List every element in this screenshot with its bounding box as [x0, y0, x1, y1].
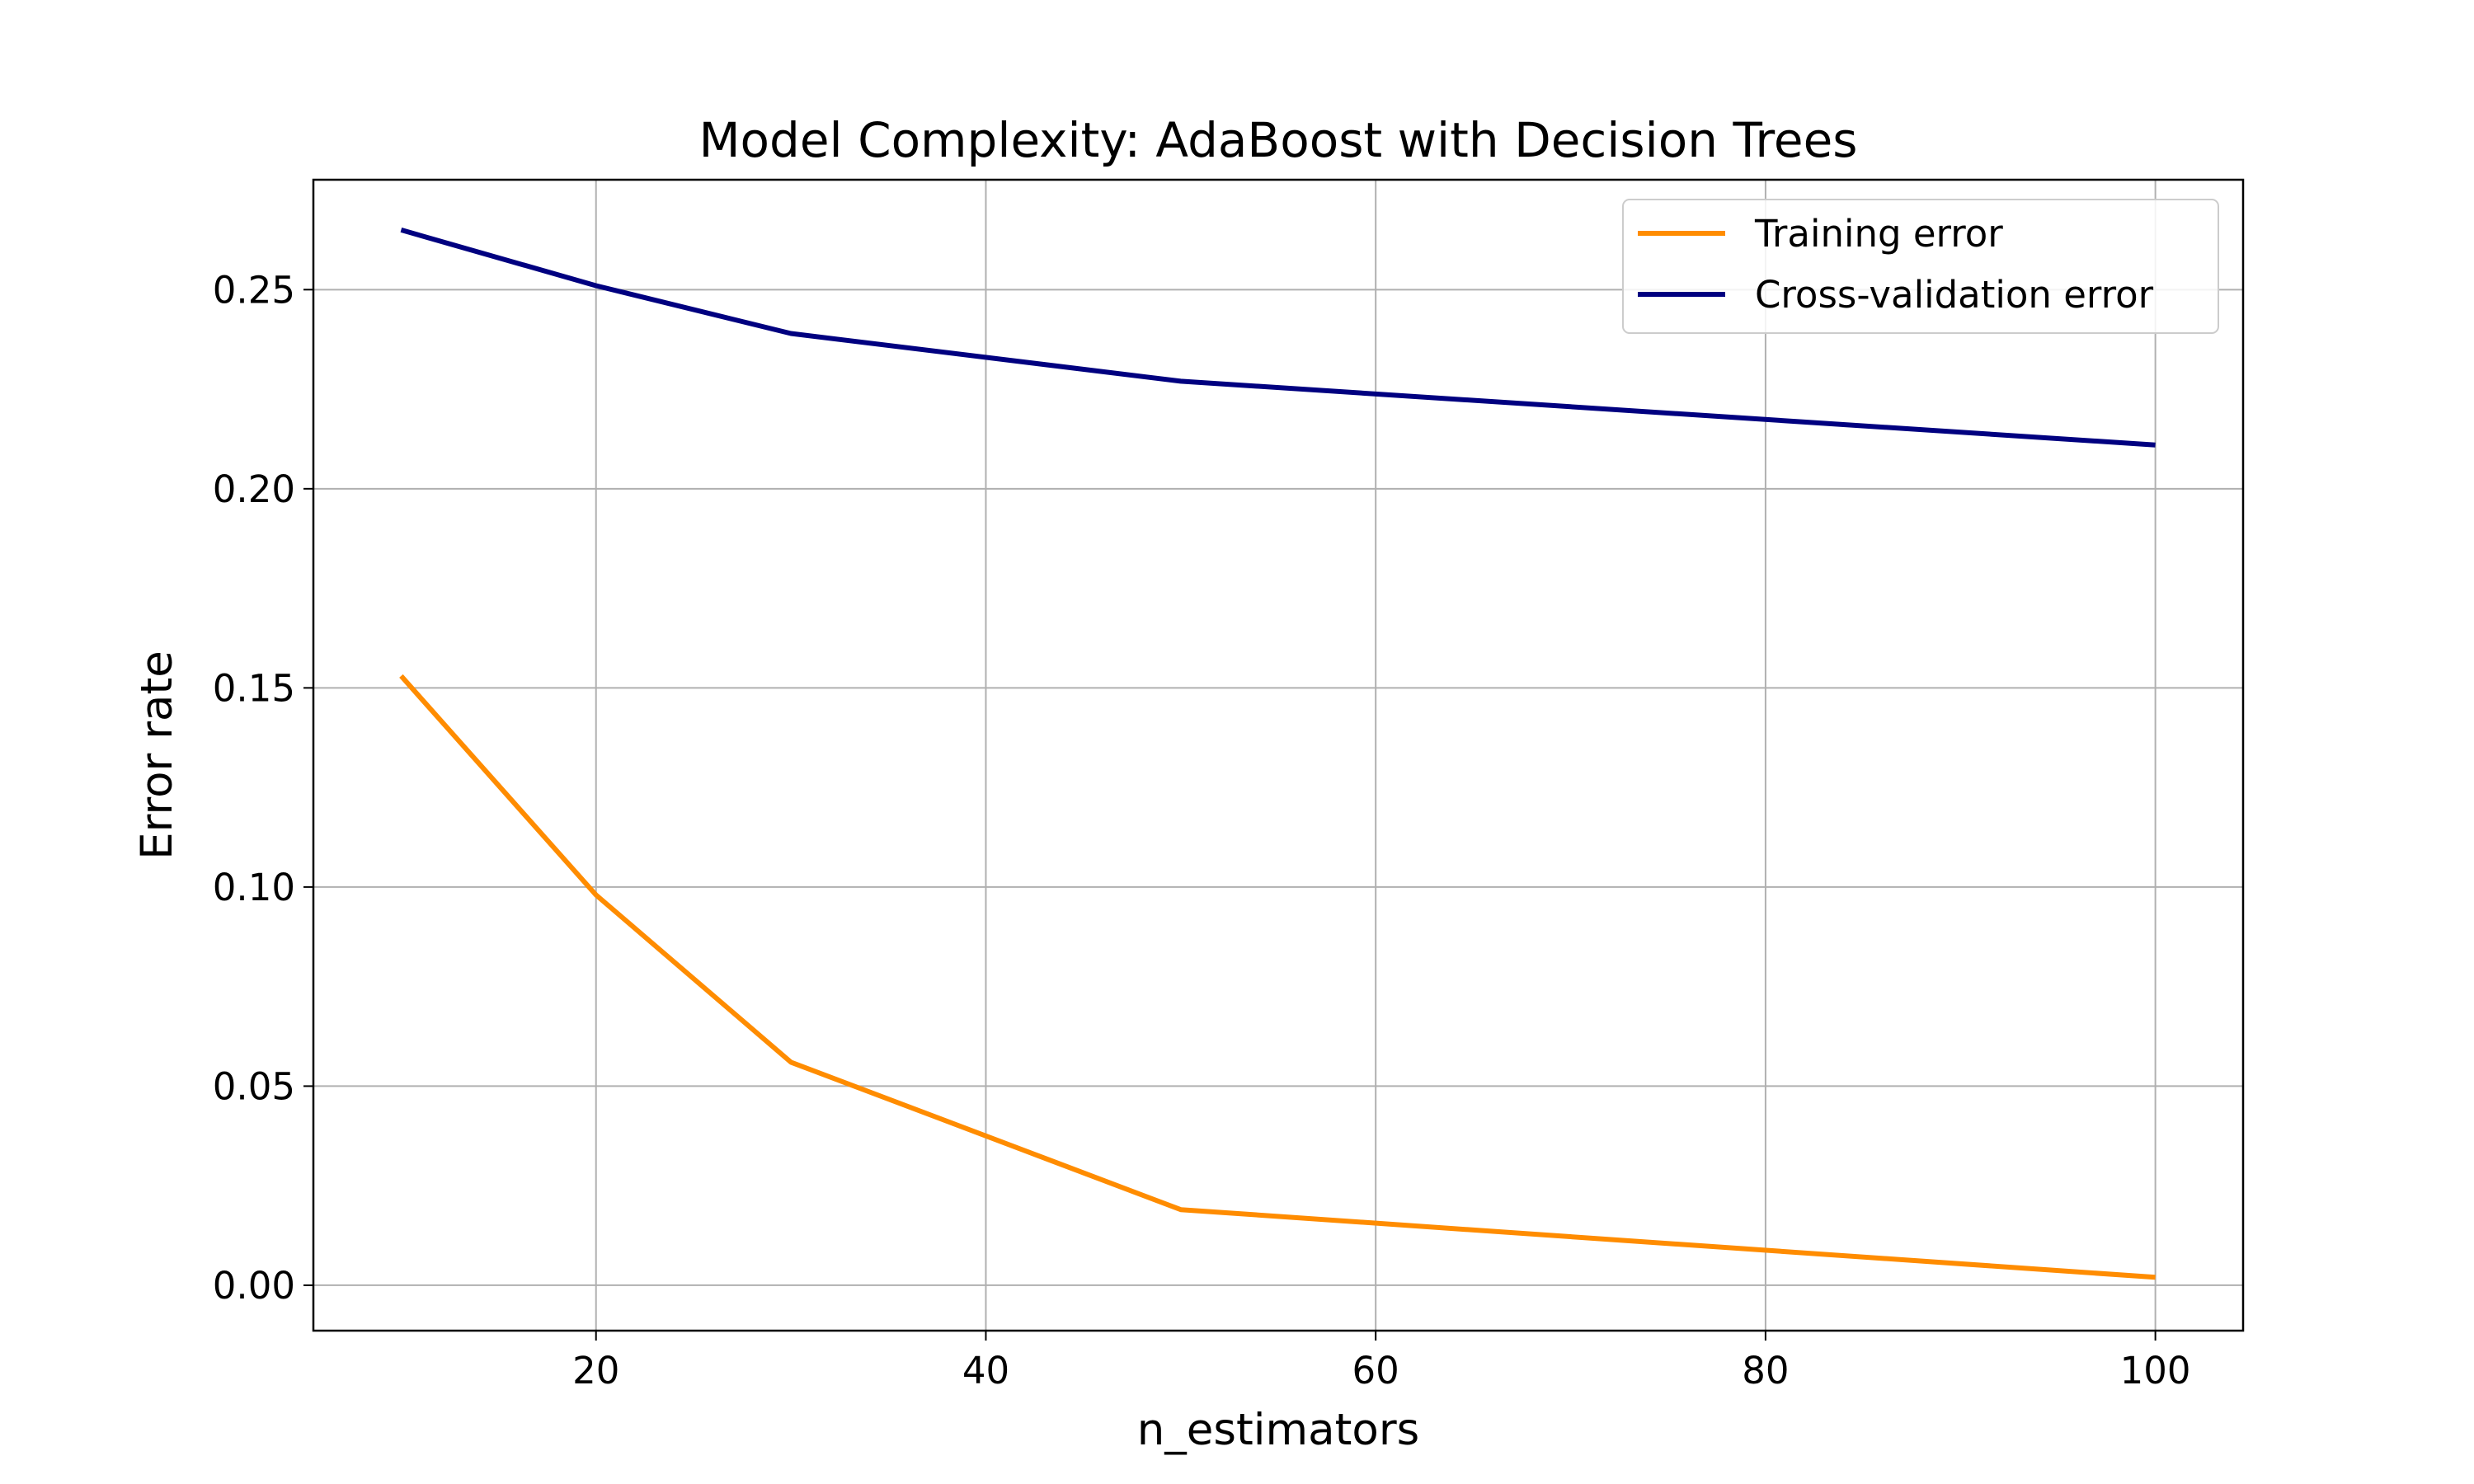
x-tick-label: 80 [1742, 1349, 1789, 1392]
y-tick-label: 0.15 [213, 666, 295, 710]
y-tick-label: 0.25 [213, 268, 295, 312]
plot-series [399, 228, 2156, 1280]
grid [313, 180, 2243, 1331]
legend-box [1622, 199, 2219, 334]
y-tick-label: 0.05 [213, 1064, 295, 1108]
legend-label: Training error [1754, 212, 2003, 256]
y-axis-label: Error rate [132, 650, 182, 860]
legend: Training error Cross-validation error [1622, 199, 2219, 334]
x-tick-label: 60 [1352, 1349, 1399, 1392]
x-tick-label: 20 [572, 1349, 619, 1392]
legend-label: Cross-validation error [1755, 273, 2154, 317]
axis-ticks: 20 40 60 80 100 0.00 0.05 0.10 0.15 0.20 0.25 [213, 268, 2191, 1392]
chart-title: Model Complexity: AdaBoost with Decision… [699, 112, 1858, 168]
y-tick-label: 0.20 [213, 467, 295, 511]
x-tick-label: 100 [2120, 1349, 2191, 1392]
series-line-1 [400, 228, 2156, 448]
y-tick-label: 0.00 [213, 1264, 295, 1308]
x-tick-label: 40 [962, 1349, 1009, 1392]
series-line-0 [399, 674, 2156, 1280]
y-tick-label: 0.10 [213, 866, 295, 909]
x-axis-label: n_estimators [1137, 1405, 1420, 1455]
axes-frame [312, 178, 2245, 1332]
